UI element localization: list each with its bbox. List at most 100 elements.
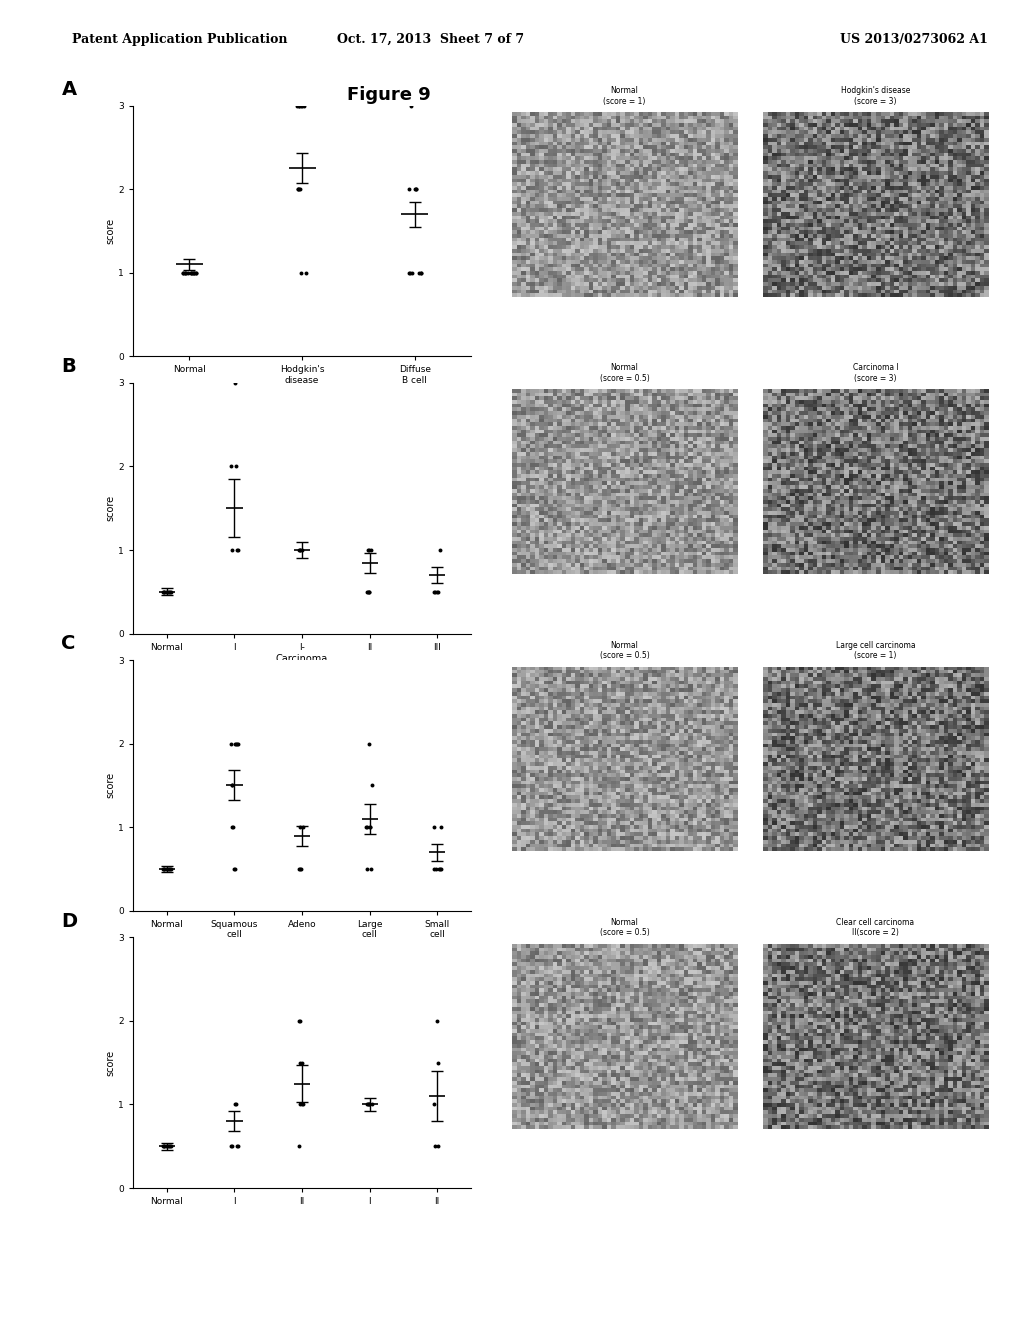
Point — [176, 263, 193, 284]
Y-axis label: score: score — [105, 1049, 116, 1076]
Point — [407, 178, 423, 199]
Point — [175, 263, 191, 284]
Text: Normal
(score = 1): Normal (score = 1) — [603, 86, 646, 106]
Point — [162, 581, 178, 602]
Point — [227, 733, 244, 754]
Point — [291, 95, 307, 116]
Text: lymphoma: lymphoma — [279, 487, 326, 496]
Text: Normal
(score = 0.5): Normal (score = 0.5) — [600, 363, 649, 383]
X-axis label: lymphoma: lymphoma — [276, 399, 328, 408]
Y-axis label: score: score — [105, 495, 116, 521]
Text: Figure 9: Figure 9 — [347, 86, 431, 104]
Text: Large cell carcinoma
(score = 1): Large cell carcinoma (score = 1) — [836, 640, 915, 660]
Point — [291, 1010, 307, 1031]
Point — [225, 858, 242, 879]
Point — [431, 858, 447, 879]
Point — [156, 858, 172, 879]
Point — [224, 775, 241, 796]
Text: D: D — [61, 912, 78, 931]
Point — [291, 1010, 307, 1031]
Point — [293, 263, 309, 284]
Point — [162, 858, 178, 879]
Point — [364, 1094, 380, 1115]
Point — [426, 817, 442, 838]
Point — [230, 1135, 247, 1156]
Point — [222, 455, 239, 477]
Point — [295, 1094, 311, 1115]
Text: B: B — [61, 358, 76, 376]
X-axis label: Carcinoma: Carcinoma — [275, 655, 329, 664]
Point — [184, 263, 201, 284]
Point — [294, 540, 310, 561]
Point — [228, 733, 245, 754]
Text: Normal
(score = 0.5): Normal (score = 0.5) — [600, 640, 649, 660]
Point — [185, 263, 202, 284]
Point — [182, 263, 199, 284]
Point — [295, 95, 311, 116]
Point — [360, 1094, 377, 1115]
Point — [163, 1135, 179, 1156]
Point — [295, 817, 311, 838]
Point — [292, 178, 308, 199]
Point — [403, 263, 420, 284]
Point — [361, 733, 378, 754]
Point — [425, 1094, 441, 1115]
Point — [430, 858, 446, 879]
Point — [408, 178, 424, 199]
Point — [158, 858, 174, 879]
Point — [156, 1135, 172, 1156]
Point — [227, 1094, 244, 1115]
Point — [361, 817, 378, 838]
Point — [292, 817, 308, 838]
Point — [429, 1010, 445, 1031]
Point — [163, 858, 179, 879]
Point — [229, 540, 246, 561]
Point — [359, 540, 376, 561]
Point — [161, 581, 177, 602]
Point — [359, 1094, 376, 1115]
Point — [361, 1094, 378, 1115]
Point — [158, 581, 174, 602]
Text: Carcinoma: Carcinoma — [278, 739, 327, 748]
Point — [291, 540, 307, 561]
Point — [360, 540, 377, 561]
Point — [176, 263, 193, 284]
Point — [359, 817, 376, 838]
Point — [230, 540, 247, 561]
Point — [402, 95, 419, 116]
Point — [186, 263, 203, 284]
Text: Hodgkin's disease
(score = 3): Hodgkin's disease (score = 3) — [841, 86, 910, 106]
Point — [222, 1135, 239, 1156]
Point — [223, 817, 240, 838]
Point — [182, 263, 199, 284]
Point — [156, 1135, 172, 1156]
Point — [430, 1052, 446, 1073]
Point — [179, 263, 196, 284]
Point — [292, 1052, 308, 1073]
Point — [429, 581, 445, 602]
Point — [230, 733, 247, 754]
Point — [293, 95, 309, 116]
Point — [161, 1135, 177, 1156]
Point — [228, 455, 245, 477]
Point — [156, 858, 172, 879]
Point — [224, 540, 241, 561]
Point — [413, 263, 429, 284]
Point — [430, 1135, 446, 1156]
Point — [426, 1135, 442, 1156]
Text: Carcinoma: Carcinoma — [278, 1041, 327, 1051]
Point — [160, 581, 176, 602]
Point — [227, 372, 244, 393]
Point — [156, 581, 172, 602]
Point — [425, 581, 441, 602]
Point — [362, 858, 379, 879]
Point — [156, 858, 172, 879]
Point — [359, 1094, 376, 1115]
X-axis label: Carcinoma: Carcinoma — [275, 942, 329, 952]
Point — [357, 817, 374, 838]
Point — [402, 263, 419, 284]
Point — [298, 263, 314, 284]
Point — [359, 581, 376, 602]
Point — [291, 1135, 307, 1156]
Point — [358, 858, 375, 879]
